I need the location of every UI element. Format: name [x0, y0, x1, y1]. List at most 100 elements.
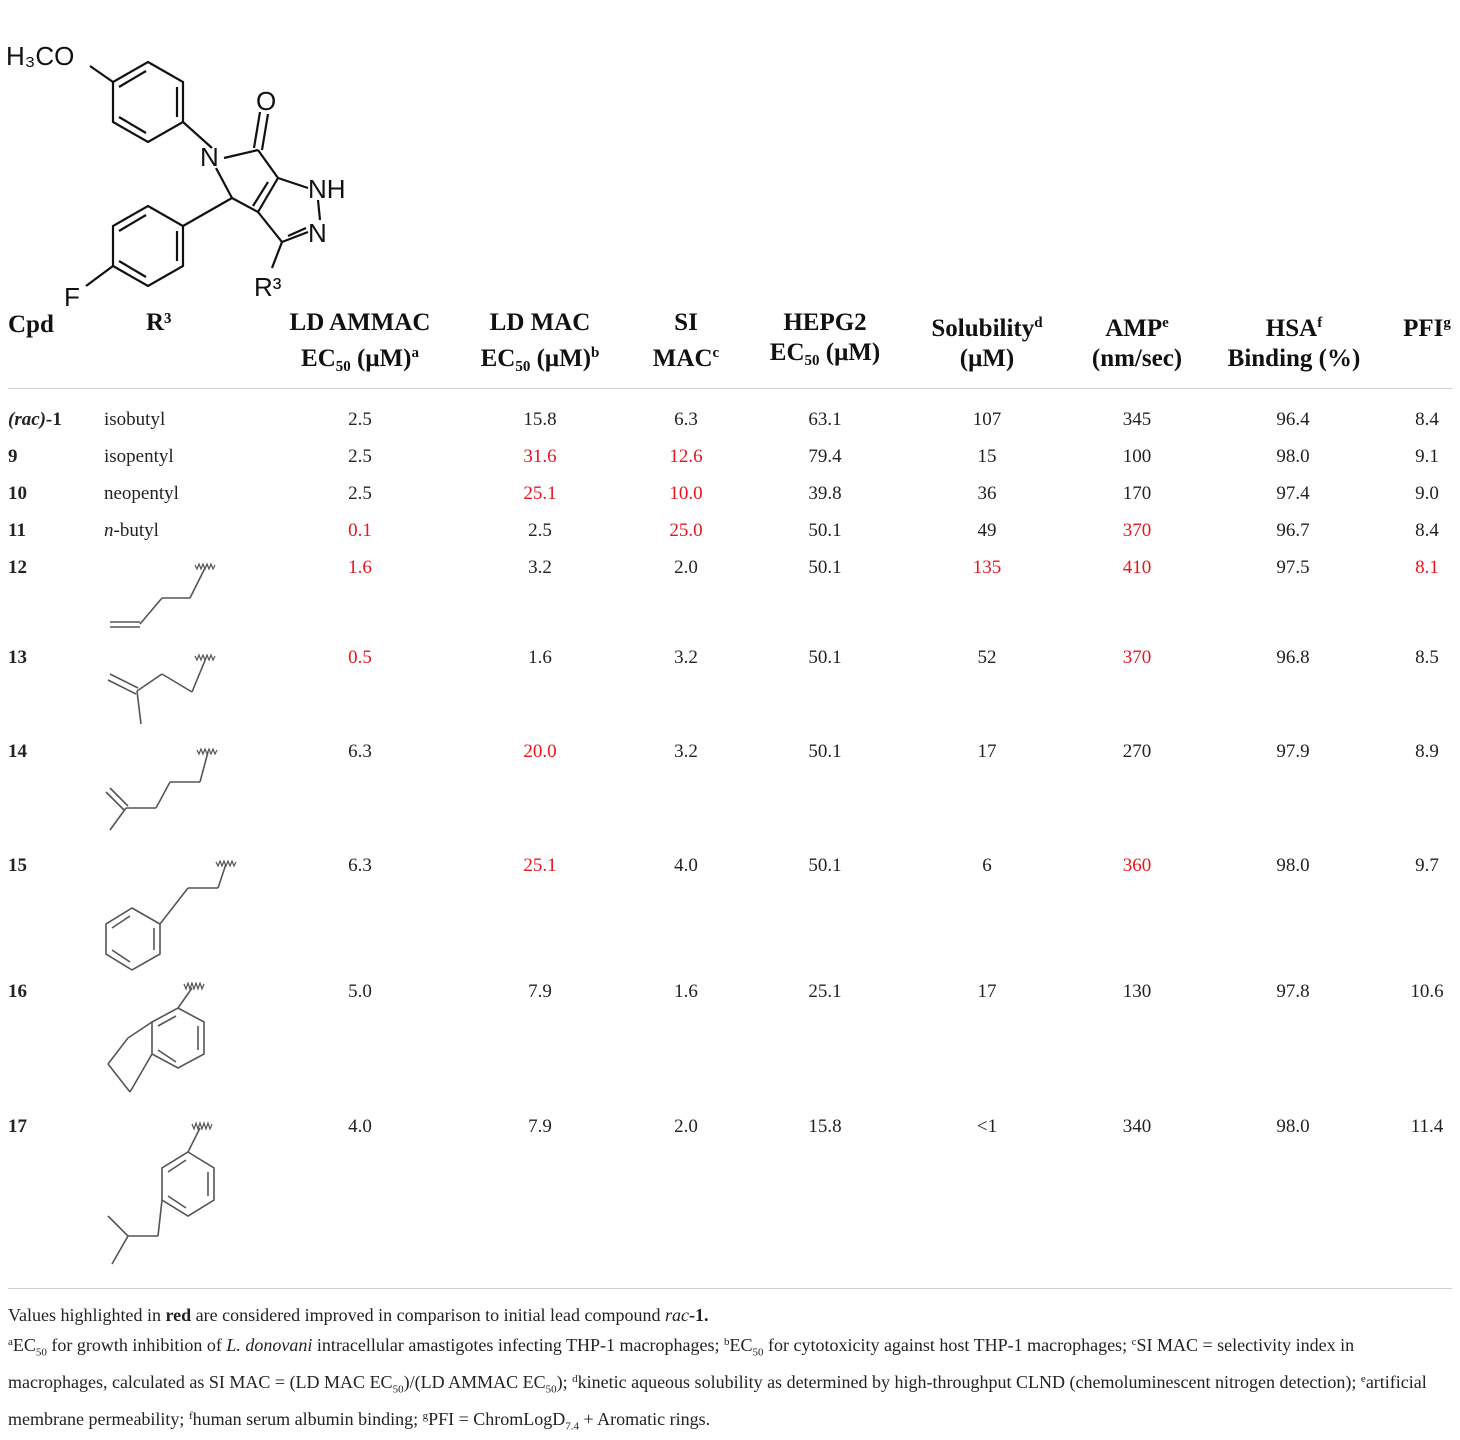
- header-solubility: Solubilityd (μM): [931, 315, 1043, 372]
- header-hsa: HSAf Binding (%): [1227, 315, 1361, 372]
- value-amp: 345: [1122, 409, 1152, 430]
- value-si-mac: 2.0: [674, 557, 698, 578]
- header-ld-ammac: LD AMMAC EC₅₀ (μM)a: [289, 309, 431, 372]
- value-pfi: 8.4: [1415, 520, 1439, 541]
- value-solubility: 15: [977, 446, 997, 467]
- value-hsa: 98.0: [1276, 855, 1310, 876]
- cpd-label: 13: [8, 647, 27, 668]
- amide-nitrogen-label: N: [200, 142, 219, 172]
- value-hepg2: 50.1: [808, 520, 842, 541]
- cpd-label: 17: [8, 1116, 27, 1137]
- value-hepg2: 39.8: [808, 483, 842, 504]
- r3-structure-phenethyl: [105, 859, 237, 971]
- header-hepg2: HEPG2 EC₅₀ (μM): [769, 309, 881, 366]
- footnote-definitions: aEC50 for growth inhibition of L. donova…: [8, 1334, 1427, 1433]
- header-pfi: PFIg: [1403, 315, 1451, 342]
- value-solubility: 49: [977, 520, 997, 541]
- value-solubility: 17: [977, 981, 997, 1002]
- r3-name: isobutyl: [104, 409, 166, 430]
- value-ld-ammac: 2.5: [348, 409, 372, 430]
- table-footnotes: Values highlighted in red are considered…: [8, 1302, 1454, 1440]
- r3-structure-indanyl: [107, 982, 205, 1093]
- value-hsa: 96.4: [1276, 409, 1310, 430]
- value-solubility: 135: [972, 557, 1002, 578]
- value-solubility: 52: [977, 647, 997, 668]
- value-hsa: 97.5: [1276, 557, 1310, 578]
- core-structure-diagram: H₃CO O N NH N F R³: [6, 41, 346, 310]
- cpd-label: 10: [8, 483, 27, 504]
- value-amp: 370: [1122, 520, 1152, 541]
- cpd-label: 11: [8, 520, 26, 541]
- value-ld-mac: 7.9: [528, 1116, 552, 1137]
- value-si-mac: 2.0: [674, 1116, 698, 1137]
- value-solubility: <1: [976, 1116, 998, 1137]
- r3-structure-isobutylphenyl: [107, 1121, 215, 1265]
- value-ld-ammac: 0.1: [348, 520, 372, 541]
- value-ld-mac: 3.2: [528, 557, 552, 578]
- pyrazole-nitrogen-label: N: [308, 218, 327, 248]
- value-pfi: 9.0: [1415, 483, 1439, 504]
- value-ld-ammac: 0.5: [348, 647, 372, 668]
- value-ld-ammac: 4.0: [348, 1116, 372, 1137]
- value-si-mac: 6.3: [674, 409, 698, 430]
- header-rule: [8, 388, 1452, 389]
- cpd-label: 9: [8, 446, 18, 467]
- r3-structure-pentenyl: [110, 562, 216, 628]
- value-ld-mac: 20.0: [523, 741, 557, 762]
- nh-label: NH: [308, 174, 346, 204]
- value-ld-mac: 1.6: [528, 647, 552, 668]
- value-ld-ammac: 6.3: [348, 741, 372, 762]
- header-cpd: Cpd: [8, 311, 54, 338]
- value-si-mac: 10.0: [669, 483, 703, 504]
- value-solubility: 107: [972, 409, 1002, 430]
- carbonyl-oxygen-label: O: [256, 86, 276, 116]
- value-si-mac: 4.0: [674, 855, 698, 876]
- value-amp: 100: [1122, 446, 1152, 467]
- r3-name: neopentyl: [104, 483, 179, 504]
- value-amp: 170: [1122, 483, 1152, 504]
- value-amp: 270: [1122, 741, 1152, 762]
- cpd-label: 15: [8, 855, 27, 876]
- header-ld-mac: LD MAC EC₅₀ (μM)b: [480, 309, 600, 372]
- value-solubility: 36: [977, 483, 997, 504]
- value-pfi: 8.4: [1415, 409, 1439, 430]
- value-amp: 340: [1122, 1116, 1152, 1137]
- value-pfi: 9.1: [1415, 446, 1439, 467]
- value-hsa: 96.8: [1276, 647, 1310, 668]
- header-si-mac: SI MACc: [652, 309, 720, 372]
- r3-name: isopentyl: [104, 446, 174, 467]
- value-hepg2: 25.1: [808, 981, 842, 1002]
- fluorine-label: F: [64, 282, 80, 310]
- value-hepg2: 50.1: [808, 741, 842, 762]
- value-solubility: 17: [977, 741, 997, 762]
- header-r3: R³: [146, 309, 172, 336]
- value-hsa: 97.8: [1276, 981, 1310, 1002]
- value-hsa: 97.9: [1276, 741, 1310, 762]
- value-ld-mac: 15.8: [523, 409, 557, 430]
- value-ld-mac: 7.9: [528, 981, 552, 1002]
- value-ld-mac: 2.5: [528, 520, 552, 541]
- value-amp: 370: [1122, 647, 1152, 668]
- value-si-mac: 3.2: [674, 647, 698, 668]
- value-amp: 410: [1122, 557, 1152, 578]
- table-bottom-rule: [8, 1288, 1452, 1289]
- footnote-highlight: Values highlighted in red are considered…: [8, 1305, 709, 1325]
- value-pfi: 9.7: [1415, 855, 1439, 876]
- value-ld-mac: 25.1: [523, 855, 557, 876]
- value-pfi: 8.9: [1415, 741, 1439, 762]
- value-ld-ammac: 6.3: [348, 855, 372, 876]
- value-si-mac: 3.2: [674, 741, 698, 762]
- cpd-label: 16: [8, 981, 27, 1002]
- value-ld-ammac: 2.5: [348, 483, 372, 504]
- value-ld-ammac: 2.5: [348, 446, 372, 467]
- value-hepg2: 79.4: [808, 446, 842, 467]
- r3-structure-methylpentenyl: [105, 747, 218, 831]
- value-ld-ammac: 1.6: [348, 557, 372, 578]
- value-hepg2: 50.1: [808, 647, 842, 668]
- value-hepg2: 15.8: [808, 1116, 842, 1137]
- r3-structure-methylbutenyl: [107, 653, 216, 725]
- value-pfi: 11.4: [1410, 1116, 1444, 1137]
- value-hsa: 97.4: [1276, 483, 1310, 504]
- value-si-mac: 1.6: [674, 981, 698, 1002]
- value-pfi: 8.5: [1415, 647, 1439, 668]
